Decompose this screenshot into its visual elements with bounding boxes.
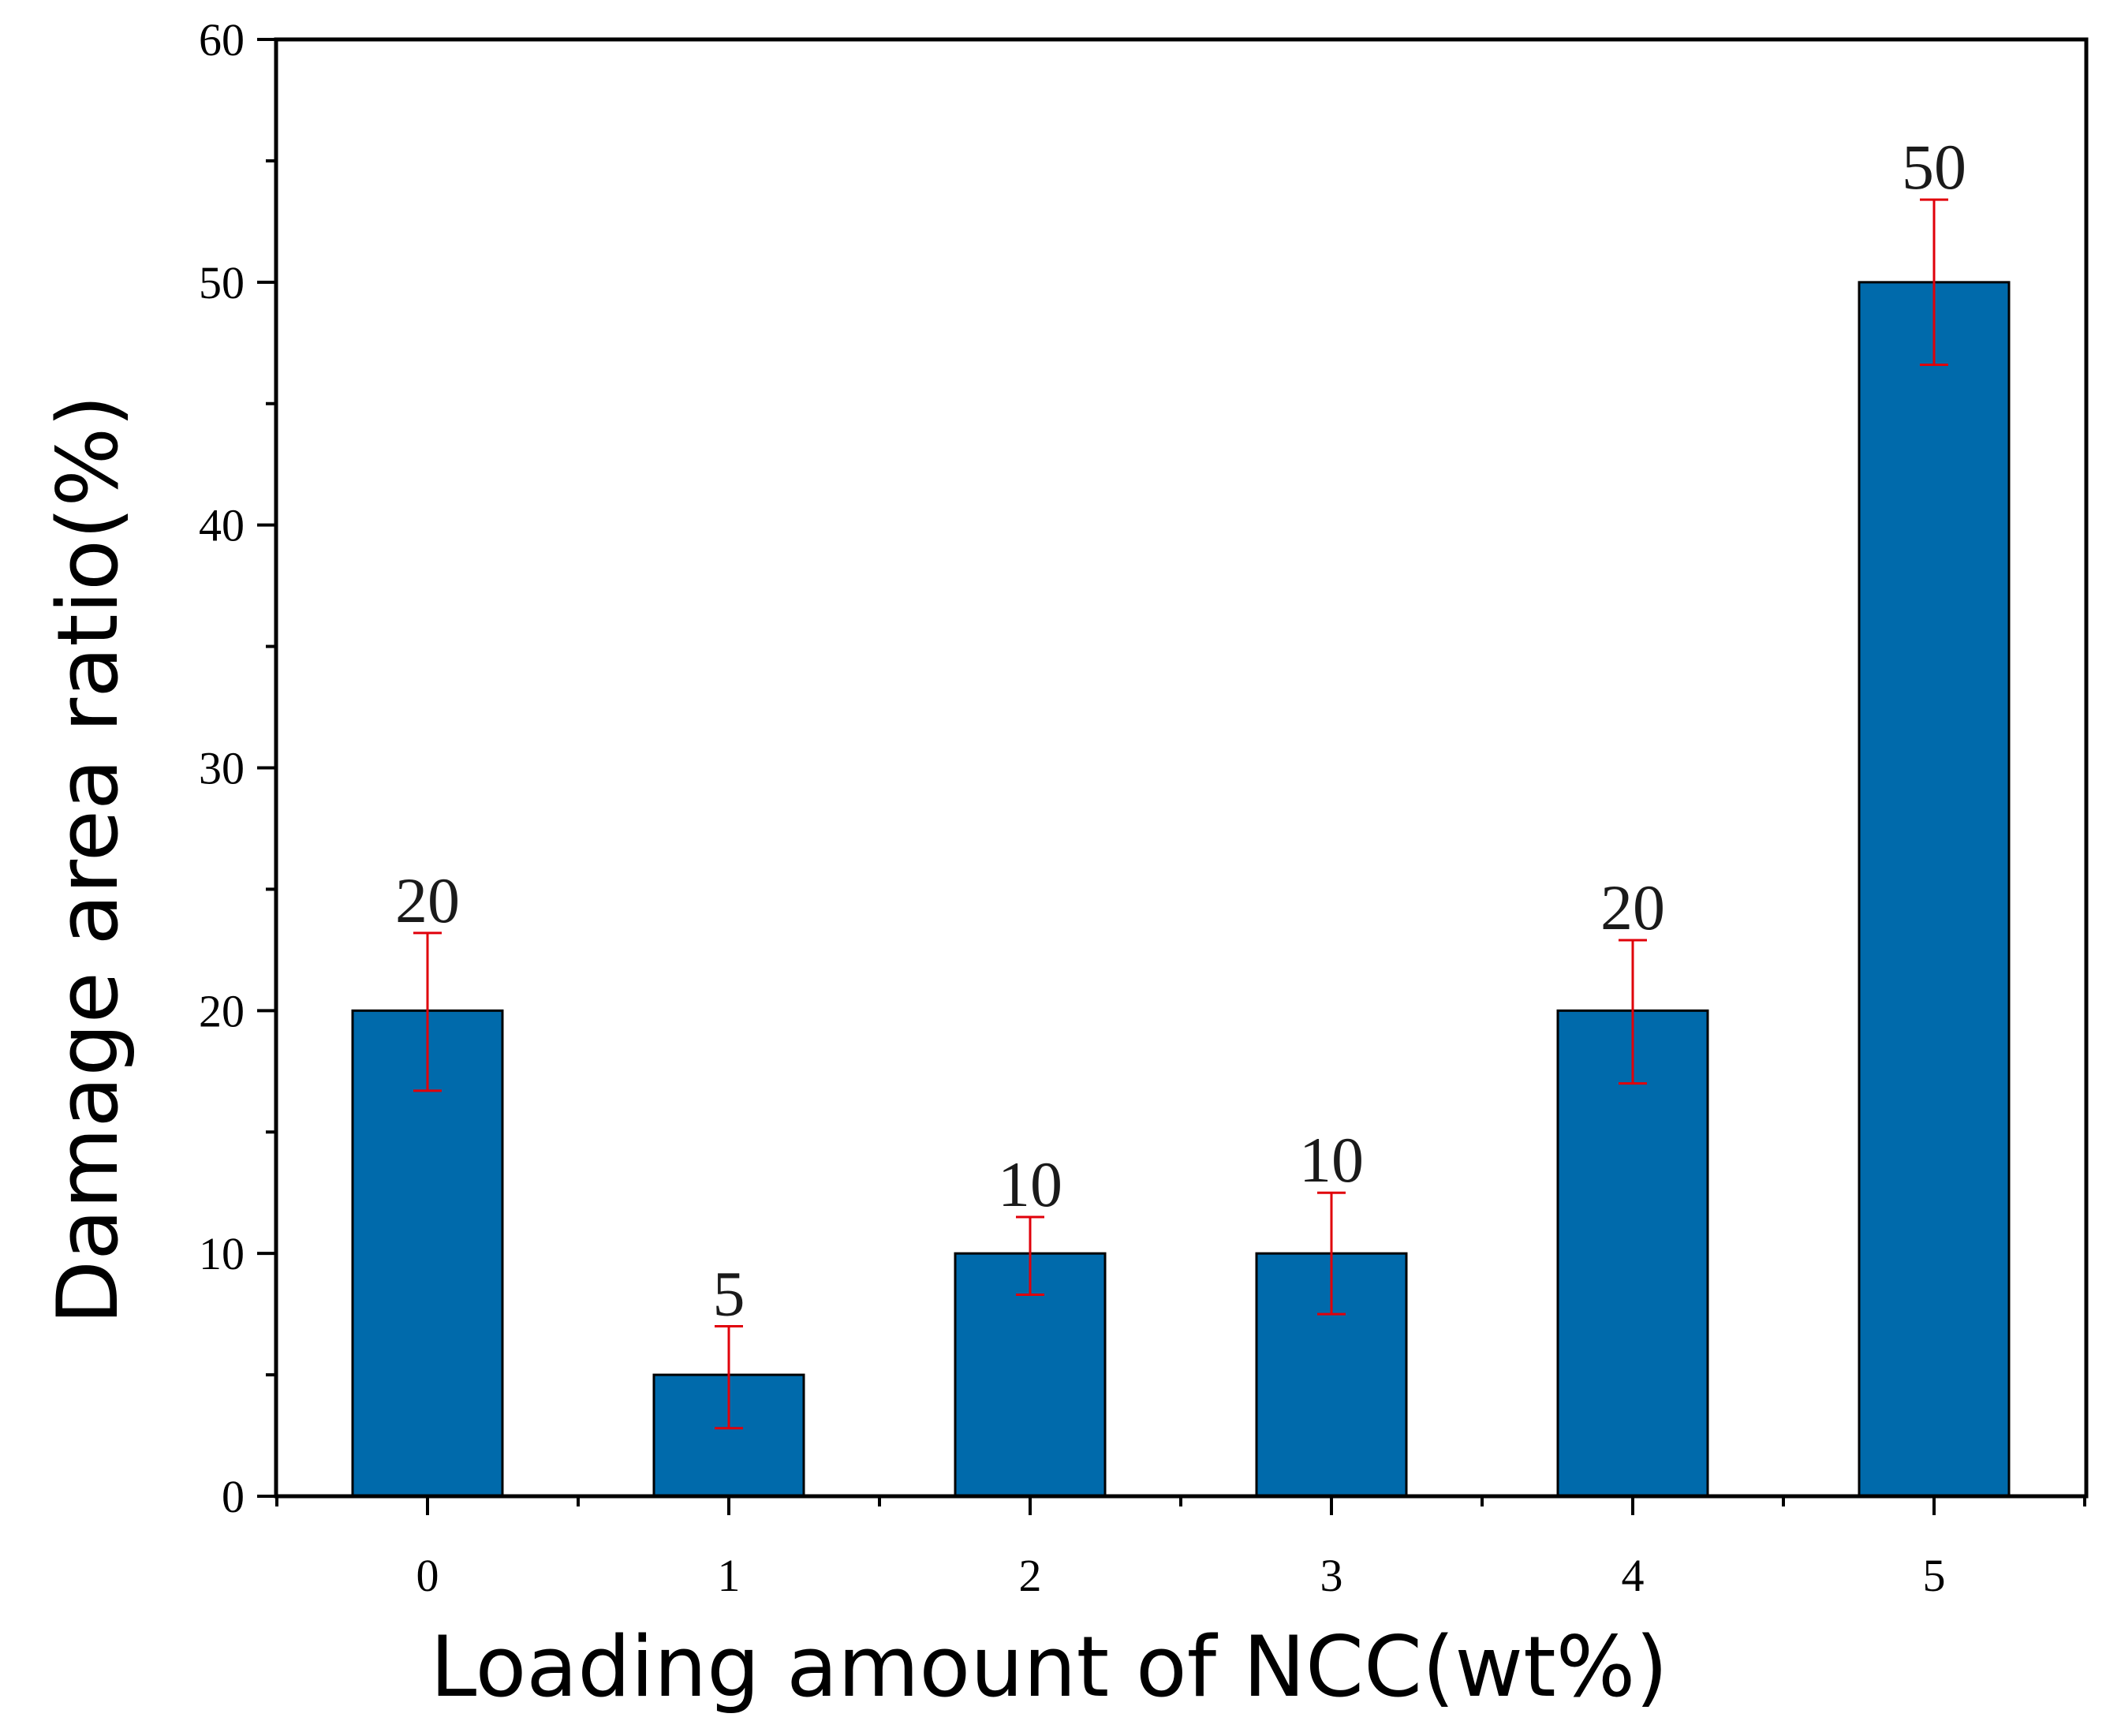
y-tick-label-40: 40 (199, 500, 245, 551)
y-tick-label-0: 0 (222, 1471, 245, 1522)
data-label-0: 20 (395, 864, 460, 936)
y-tick-label-10: 10 (199, 1228, 245, 1279)
x-axis-title: Loading amount of NCC(wt%) (430, 1618, 1667, 1715)
data-label-3: 10 (1299, 1124, 1364, 1196)
axes-layer (257, 37, 2089, 1515)
x-tick-label-4: 4 (1622, 1550, 1645, 1601)
error-bars-layer (413, 198, 1948, 1430)
data-label-1: 5 (713, 1258, 745, 1330)
x-tick-label-3: 3 (1320, 1550, 1343, 1601)
x-tick-label-2: 2 (1019, 1550, 1042, 1601)
x-tick-label-5: 5 (1923, 1550, 1946, 1601)
y-axis-title: Damage area ratio(%) (39, 395, 136, 1325)
data-label-2: 10 (998, 1148, 1062, 1220)
x-tick-label-0: 0 (416, 1550, 439, 1601)
x-tick-label-1: 1 (718, 1550, 741, 1601)
y-tick-label-20: 20 (199, 985, 245, 1036)
labels-layer: 20 5 10 10 20 50 0 10 20 30 40 50 60 0 1 2 3 4 5 (199, 14, 1966, 1601)
bar-5 (1858, 281, 2011, 1498)
y-tick-label-50: 50 (199, 257, 245, 308)
y-tick-label-60: 60 (199, 14, 245, 65)
y-tick-label-30: 30 (199, 743, 245, 794)
plot-frame (274, 37, 2089, 1499)
bar-4 (1556, 1009, 1709, 1498)
bars-layer (351, 281, 2011, 1498)
data-label-5: 50 (1902, 131, 1966, 203)
data-label-4: 20 (1600, 872, 1665, 943)
